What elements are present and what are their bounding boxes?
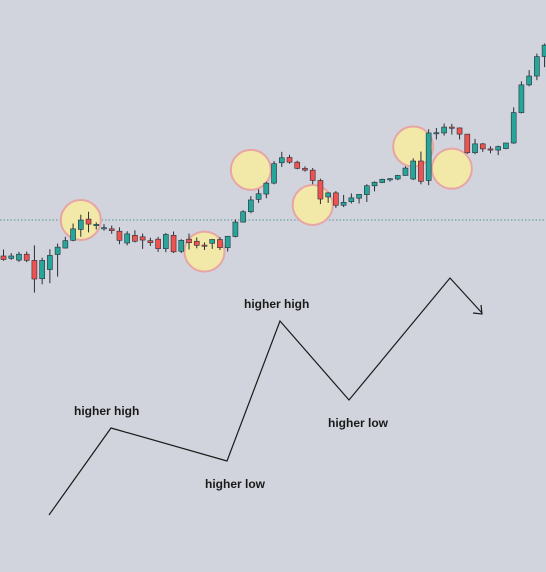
bullish-candle-body (272, 164, 277, 183)
bullish-candle-body (357, 194, 362, 198)
label-higher-high-2: higher high (244, 297, 309, 311)
bearish-candle-body (24, 254, 29, 260)
bullish-candle-body (264, 183, 269, 194)
highlight-circle-3 (293, 185, 333, 225)
bullish-candle-body (434, 133, 439, 134)
bullish-candle-body (403, 168, 408, 175)
bearish-candle-body (449, 127, 454, 128)
bullish-candle-body (40, 260, 45, 278)
bullish-candle-body (241, 212, 246, 222)
bullish-candle-body (63, 241, 68, 248)
bullish-candle-body (534, 57, 539, 76)
bearish-candle-body (302, 168, 307, 170)
bearish-candle-body (217, 239, 222, 247)
bullish-candle-body (388, 179, 393, 180)
bearish-candle-body (171, 235, 176, 252)
bullish-candle-body (101, 228, 106, 229)
bearish-candle-body (333, 193, 338, 205)
candle-30 (233, 219, 238, 237)
bullish-candle-body (163, 234, 168, 248)
bullish-candle-body (233, 222, 238, 236)
bullish-candle-body (125, 234, 130, 243)
candle-35 (272, 161, 277, 184)
bearish-candle-body (194, 241, 199, 245)
bearish-candle-body (295, 162, 300, 168)
bearish-candle-body (140, 237, 145, 240)
bullish-candle-body (326, 193, 331, 197)
bearish-candle-body (418, 161, 423, 181)
bullish-candle-body (442, 127, 447, 133)
bullish-candle-body (71, 229, 76, 241)
bullish-candle-body (372, 182, 377, 186)
bullish-candle-body (426, 133, 431, 180)
bullish-candle-body (349, 198, 354, 202)
bearish-candle-body (488, 149, 493, 150)
bullish-candle-body (527, 76, 532, 85)
bullish-candle-body (210, 239, 215, 243)
bullish-candle-body (542, 45, 546, 57)
bearish-candle-body (318, 180, 323, 199)
bearish-candle-body (148, 241, 153, 243)
bullish-candle-body (380, 179, 385, 182)
label-higher-high-1: higher high (74, 404, 139, 418)
label-higher-low-2: higher low (328, 416, 389, 430)
highlight-circle-1 (184, 232, 224, 272)
bullish-candle-body (395, 175, 400, 179)
bullish-candle-body (55, 247, 60, 254)
bearish-candle-body (156, 239, 161, 248)
label-higher-low-1: higher low (205, 477, 266, 491)
candle-66 (511, 107, 516, 144)
candle-67 (519, 81, 524, 113)
bullish-candle-body (256, 194, 261, 200)
bearish-candle-body (465, 134, 470, 153)
bullish-candle-body (94, 224, 99, 225)
candle-49 (380, 179, 385, 183)
highlight-circle-5 (432, 149, 472, 189)
bearish-candle-body (117, 231, 122, 240)
bullish-candle-body (78, 220, 83, 229)
bullish-candle-body (473, 144, 478, 153)
candle-53 (411, 158, 416, 180)
bullish-candle-body (9, 256, 14, 258)
bearish-candle-body (187, 239, 192, 243)
bullish-candle-body (411, 161, 416, 179)
candle-31 (241, 210, 246, 222)
bearish-candle-body (1, 256, 6, 260)
bullish-candle-body (179, 240, 184, 251)
bearish-candle-body (32, 260, 37, 279)
bearish-candle-body (310, 170, 315, 180)
bullish-candle-body (248, 200, 253, 212)
bearish-candle-body (109, 229, 114, 231)
bullish-candle-body (279, 158, 284, 163)
candle-60 (465, 134, 470, 154)
bullish-candle-body (47, 255, 52, 269)
bearish-candle-body (480, 144, 485, 149)
bearish-candle-body (86, 219, 91, 224)
candle-43 (333, 191, 338, 208)
candle-69 (534, 54, 539, 81)
candle-55 (426, 129, 431, 185)
bearish-candle-body (132, 235, 137, 241)
bullish-candle-body (341, 202, 346, 205)
bullish-candle-body (225, 236, 230, 248)
bullish-candle-body (503, 143, 508, 149)
bullish-candle-body (496, 147, 501, 151)
bullish-candle-body (511, 113, 516, 143)
bearish-candle-body (202, 245, 207, 246)
bullish-candle-body (16, 254, 21, 260)
candle-38 (295, 161, 300, 170)
candle-65 (503, 143, 508, 149)
bearish-candle-body (457, 128, 462, 134)
bullish-candle-body (364, 186, 369, 195)
candle-23 (179, 239, 184, 253)
bullish-candle-body (519, 85, 524, 113)
bearish-candle-body (287, 157, 292, 162)
